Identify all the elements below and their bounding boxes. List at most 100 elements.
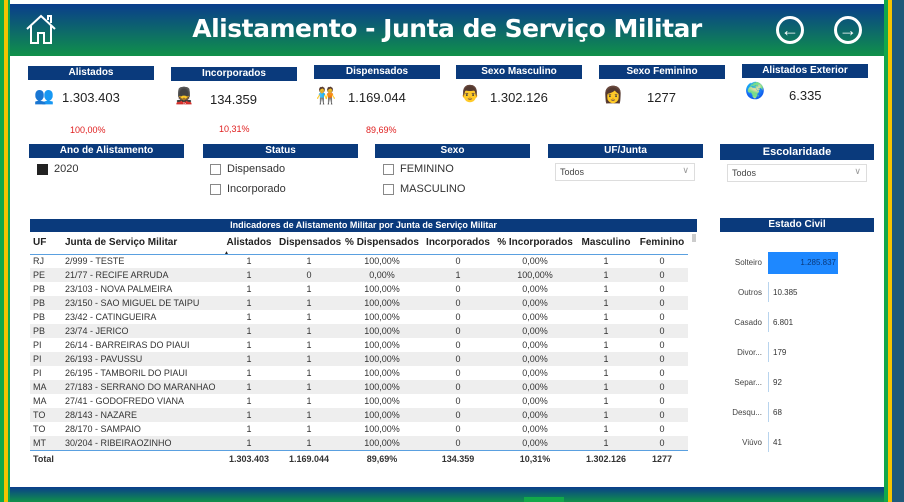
table-cell: 1	[246, 326, 252, 336]
table-cell: 26/195 - TAMBORIL DO PIAUI	[65, 368, 188, 378]
bar[interactable]	[768, 312, 769, 332]
forward-button[interactable]: →	[834, 16, 862, 44]
right-edge	[892, 0, 904, 502]
checkbox[interactable]	[210, 183, 221, 195]
checkbox[interactable]	[383, 163, 394, 175]
table-cell: 27/41 - GODOFREDO VIANA	[65, 396, 185, 406]
bar-value-label: 92	[773, 378, 782, 387]
table-cell: 1	[246, 382, 252, 392]
column-header[interactable]: Incorporados	[426, 237, 490, 249]
estado-civil-header: Estado Civil	[720, 218, 874, 232]
page-tab[interactable]	[524, 497, 564, 502]
table-cell: 0	[455, 326, 461, 336]
flag-stripe-left-yellow	[4, 0, 8, 502]
bar-label: Solteiro	[734, 258, 762, 267]
bar-label: Divor...	[737, 348, 762, 357]
filter-option-incorporado[interactable]: Incorporado	[210, 183, 286, 195]
checkbox[interactable]	[37, 163, 48, 175]
bar-value-label: 179	[773, 348, 787, 357]
bar[interactable]	[768, 402, 769, 422]
filter-option-dispensado[interactable]: Dispensado	[210, 163, 285, 175]
table-row[interactable]: PB 23/103 - NOVA PALMEIRA 1 1 100,00% 0 0,00% 1…	[30, 282, 688, 296]
checkbox[interactable]	[210, 163, 221, 175]
table-cell: 0	[455, 312, 461, 322]
table-row[interactable]: PI 26/195 - TAMBORIL DO PIAUI 1 1 100,00% 0 0,…	[30, 366, 688, 380]
table-cell: 1	[603, 368, 609, 378]
table-cell: 0	[659, 284, 665, 294]
table-cell: 1	[306, 424, 312, 434]
bar[interactable]	[768, 252, 838, 274]
table-row[interactable]: PB 23/42 - CATINGUEIRA 1 1 100,00% 0 0,00% 1 0	[30, 310, 688, 324]
filter-escolaridade-header: Escolaridade	[720, 144, 874, 160]
table-cell: 1	[603, 270, 609, 280]
table-cell: 1	[246, 368, 252, 378]
table-cell: 1	[306, 298, 312, 308]
bar[interactable]	[768, 432, 769, 452]
checkbox[interactable]	[383, 183, 394, 195]
table-cell: 1	[603, 410, 609, 420]
filter-option-feminino[interactable]: FEMININO	[383, 163, 454, 175]
total-cell: Total	[33, 454, 54, 465]
filter-option-masculino[interactable]: MASCULINO	[383, 183, 465, 195]
table-cell: 0	[659, 312, 665, 322]
table-cell: 1	[306, 396, 312, 406]
table-cell: 0	[455, 396, 461, 406]
table-cell: 0	[455, 368, 461, 378]
sort-ascending-icon: ▲	[224, 249, 229, 255]
table-scrollbar[interactable]	[692, 234, 696, 242]
option-label: Incorporado	[227, 183, 286, 195]
total-cell: 1.169.044	[288, 454, 330, 465]
bar[interactable]	[768, 282, 769, 302]
junta-table: UF Junta de Serviço Militar Alistados ▲ Disp…	[30, 232, 688, 468]
table-cell: 100,00%	[364, 256, 400, 267]
table-cell: 0,00%	[369, 270, 395, 280]
table-row[interactable]: PB 23/150 - SAO MIGUEL DE TAIPU 1 1 100,00% 0…	[30, 296, 688, 310]
table-row[interactable]: MA 27/41 - GODOFREDO VIANA 1 1 100,00% 0 0,00%…	[30, 394, 688, 408]
column-header[interactable]: Dispensados	[279, 237, 342, 249]
column-header[interactable]: % Incorporados	[497, 237, 573, 249]
uf-junta-dropdown[interactable]: Todos ∨	[555, 163, 695, 181]
table-cell: 0	[659, 270, 665, 280]
column-header[interactable]: % Dispensados	[345, 237, 419, 249]
table-cell: 23/74 - JERICO	[65, 326, 129, 336]
column-header[interactable]: Feminino	[639, 237, 685, 249]
escolaridade-dropdown[interactable]: Todos ∨	[727, 164, 867, 182]
column-header[interactable]: UF	[33, 237, 47, 249]
table-cell: 23/103 - NOVA PALMEIRA	[65, 284, 173, 294]
column-header[interactable]: Masculino	[581, 237, 631, 249]
table-cell: 0,00%	[522, 396, 548, 406]
table-cell: 1	[603, 298, 609, 308]
column-header[interactable]: Junta de Serviço Militar	[65, 237, 178, 249]
table-row[interactable]: TO 28/143 - NAZARE 1 1 100,00% 0 0,00% 1 0	[30, 408, 688, 422]
table-cell: 0	[455, 424, 461, 434]
filter-ano-header: Ano de Alistamento	[29, 144, 184, 158]
table-row[interactable]: PI 26/14 - BARREIRAS DO PIAUI 1 1 100,00% 0 0,…	[30, 338, 688, 352]
table-row[interactable]: PI 26/193 - PAVUSSU 1 1 100,00% 0 0,00% 1 0	[30, 352, 688, 366]
table-row[interactable]: TO 28/170 - SAMPAIO 1 1 100,00% 0 0,00% 1 0	[30, 422, 688, 436]
table-cell: 0	[659, 410, 665, 420]
table-row[interactable]: RJ 2/999 - TESTE 1 1 100,00% 0 0,00% 1 0	[30, 254, 688, 268]
table-row[interactable]: MA 27/183 - SERRANO DO MARANHAO 1 1 100,00% 0…	[30, 380, 688, 394]
table-cell: 0	[455, 437, 461, 448]
flag-stripe-left-green-inner	[8, 0, 10, 502]
table-cell: 0	[659, 354, 665, 364]
kpi-percent: 100,00%	[70, 125, 106, 135]
kpi-value: 1277	[647, 90, 676, 105]
bar-label: Desqu...	[732, 408, 762, 417]
table-cell: 26/193 - PAVUSSU	[65, 354, 143, 364]
chevron-down-icon: ∨	[682, 165, 689, 175]
table-cell: 0,00%	[522, 354, 548, 364]
home-icon[interactable]	[24, 12, 58, 51]
back-button[interactable]: ←	[776, 16, 804, 44]
bar[interactable]	[768, 342, 769, 362]
table-cell: 1	[306, 410, 312, 420]
column-header[interactable]: Alistados ▲	[224, 237, 272, 255]
table-cell: PB	[33, 312, 46, 322]
table-row[interactable]: MT 30/204 - RIBEIRAOZINHO 1 1 100,00% 0 0,00% 1…	[30, 436, 688, 450]
table-row[interactable]: PE 21/77 - RECIFE ARRUDA 1 0 0,00% 1 100,00% 1 0	[30, 268, 688, 282]
bar[interactable]	[768, 372, 769, 392]
table-cell: 30/204 - RIBEIRAOZINHO	[65, 437, 172, 448]
filter-option-2020[interactable]: 2020	[37, 163, 78, 175]
table-cell: 1	[306, 354, 312, 364]
table-row[interactable]: PB 23/74 - JERICO 1 1 100,00% 0 0,00% 1 0	[30, 324, 688, 338]
